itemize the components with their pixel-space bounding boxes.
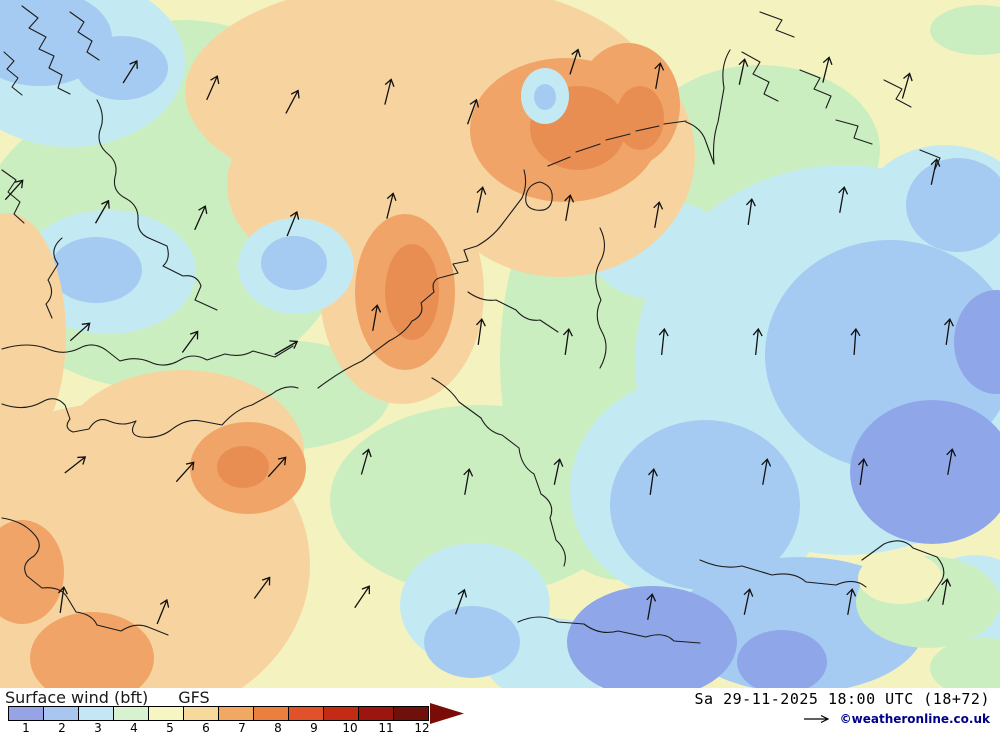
wind-arrow [653,201,664,228]
wind-arrow-icon [803,714,829,724]
wind-arrow [654,62,665,89]
map-canvas [0,0,1000,688]
model-name: GFS [178,688,210,707]
wind-arrow [743,588,754,615]
legend-cell-10 [323,706,359,721]
wind-arrow [4,179,24,201]
wind-arrow [57,585,68,613]
wind-arrow [94,199,110,224]
legend-cell-7 [218,706,254,721]
wind-arrow [846,588,857,615]
legend-cell-1 [8,706,44,721]
legend-value-9: 9 [310,721,318,733]
wind-arrow [658,327,669,355]
wind-arrow [175,461,195,483]
wind-arrow [156,598,170,625]
wind-arrow [69,322,91,342]
wind-arrow [564,194,575,221]
legend-values-row: 1 2 3 4 5 6 7 8 9 10 11 12 [8,722,466,733]
wind-arrow [267,456,287,478]
wind-arrow [646,593,657,620]
wind-arrow [941,578,952,605]
wind-arrow [475,317,486,345]
wind-arrow [761,458,772,485]
wind-arrow [647,467,658,495]
legend-cell-8 [253,706,289,721]
wind-arrow [286,210,300,237]
legend-value-11: 11 [378,721,394,733]
wind-arrow [181,330,199,353]
wind-map [0,0,1000,688]
map-title: Surface wind (bft) GFS [5,688,210,707]
wind-arrow [274,340,299,356]
wind-arrow [838,186,849,213]
wind-arrow [738,58,749,85]
legend-value-2: 2 [58,721,66,733]
wind-arrow [745,197,756,225]
wind-arrow [553,458,564,485]
wind-arrows-layer [4,48,957,625]
wind-arrow [194,205,208,231]
legend-cell-9 [288,706,324,721]
legend-cell-12 [393,706,429,721]
wind-arrow [943,317,954,345]
wind-arrow [253,576,271,599]
legend-value-1: 1 [22,721,30,733]
coastlines-layer [1,5,945,644]
wind-arrow [463,468,474,495]
legend-cell-6 [183,706,219,721]
wind-arrow [206,75,220,101]
wind-arrow [569,48,581,75]
wind-arrow [562,327,573,355]
legend-arrow-icon [430,703,464,724]
wind-arrow [371,304,382,331]
wind-arrow [285,89,300,114]
legend-color-bar [8,706,429,721]
legend-cell-11 [358,706,394,721]
map-title-label: Surface wind (bft) [5,688,149,707]
wind-arrow [122,60,138,84]
wind-arrow [901,72,913,99]
wind-arrow [930,158,941,185]
legend-value-7: 7 [238,721,246,733]
wind-arrow [850,327,861,356]
legend-value-6: 6 [202,721,210,733]
legend-cell-3 [78,706,114,721]
wind-arrow [384,78,395,105]
copyright-link[interactable]: ©weatheronline.co.uk [839,712,990,726]
wind-arrow [946,448,957,475]
legend-value-8: 8 [274,721,282,733]
legend-value-4: 4 [130,721,138,733]
legend-value-3: 3 [94,721,102,733]
wind-arrow [454,588,468,615]
timestamp: Sa 29-11-2025 18:00 UTC (18+72) [694,690,990,708]
wind-field-layer [0,0,1000,688]
legend-value-12: 12 [414,721,430,733]
wind-arrow [64,456,87,474]
legend-cell-5 [148,706,184,721]
wind-arrow [752,327,763,355]
copyright-row: ©weatheronline.co.uk [803,712,990,726]
legend-cell-4 [113,706,149,721]
wind-arrow [466,98,480,125]
footer-bar: Surface wind (bft) GFS 1 2 3 4 5 6 7 8 9 10 11 12 Sa… [0,688,1000,733]
legend-value-5: 5 [166,721,174,733]
wind-arrow [360,448,372,475]
wind-arrow [354,585,371,609]
wind-arrow [476,186,487,213]
wind-arrow [822,56,833,83]
legend-value-10: 10 [342,721,358,733]
wind-arrow [857,457,868,485]
legend-scale: 1 2 3 4 5 6 7 8 9 10 11 12 [8,703,466,733]
wind-arrow [386,192,397,219]
legend-cell-2 [43,706,79,721]
